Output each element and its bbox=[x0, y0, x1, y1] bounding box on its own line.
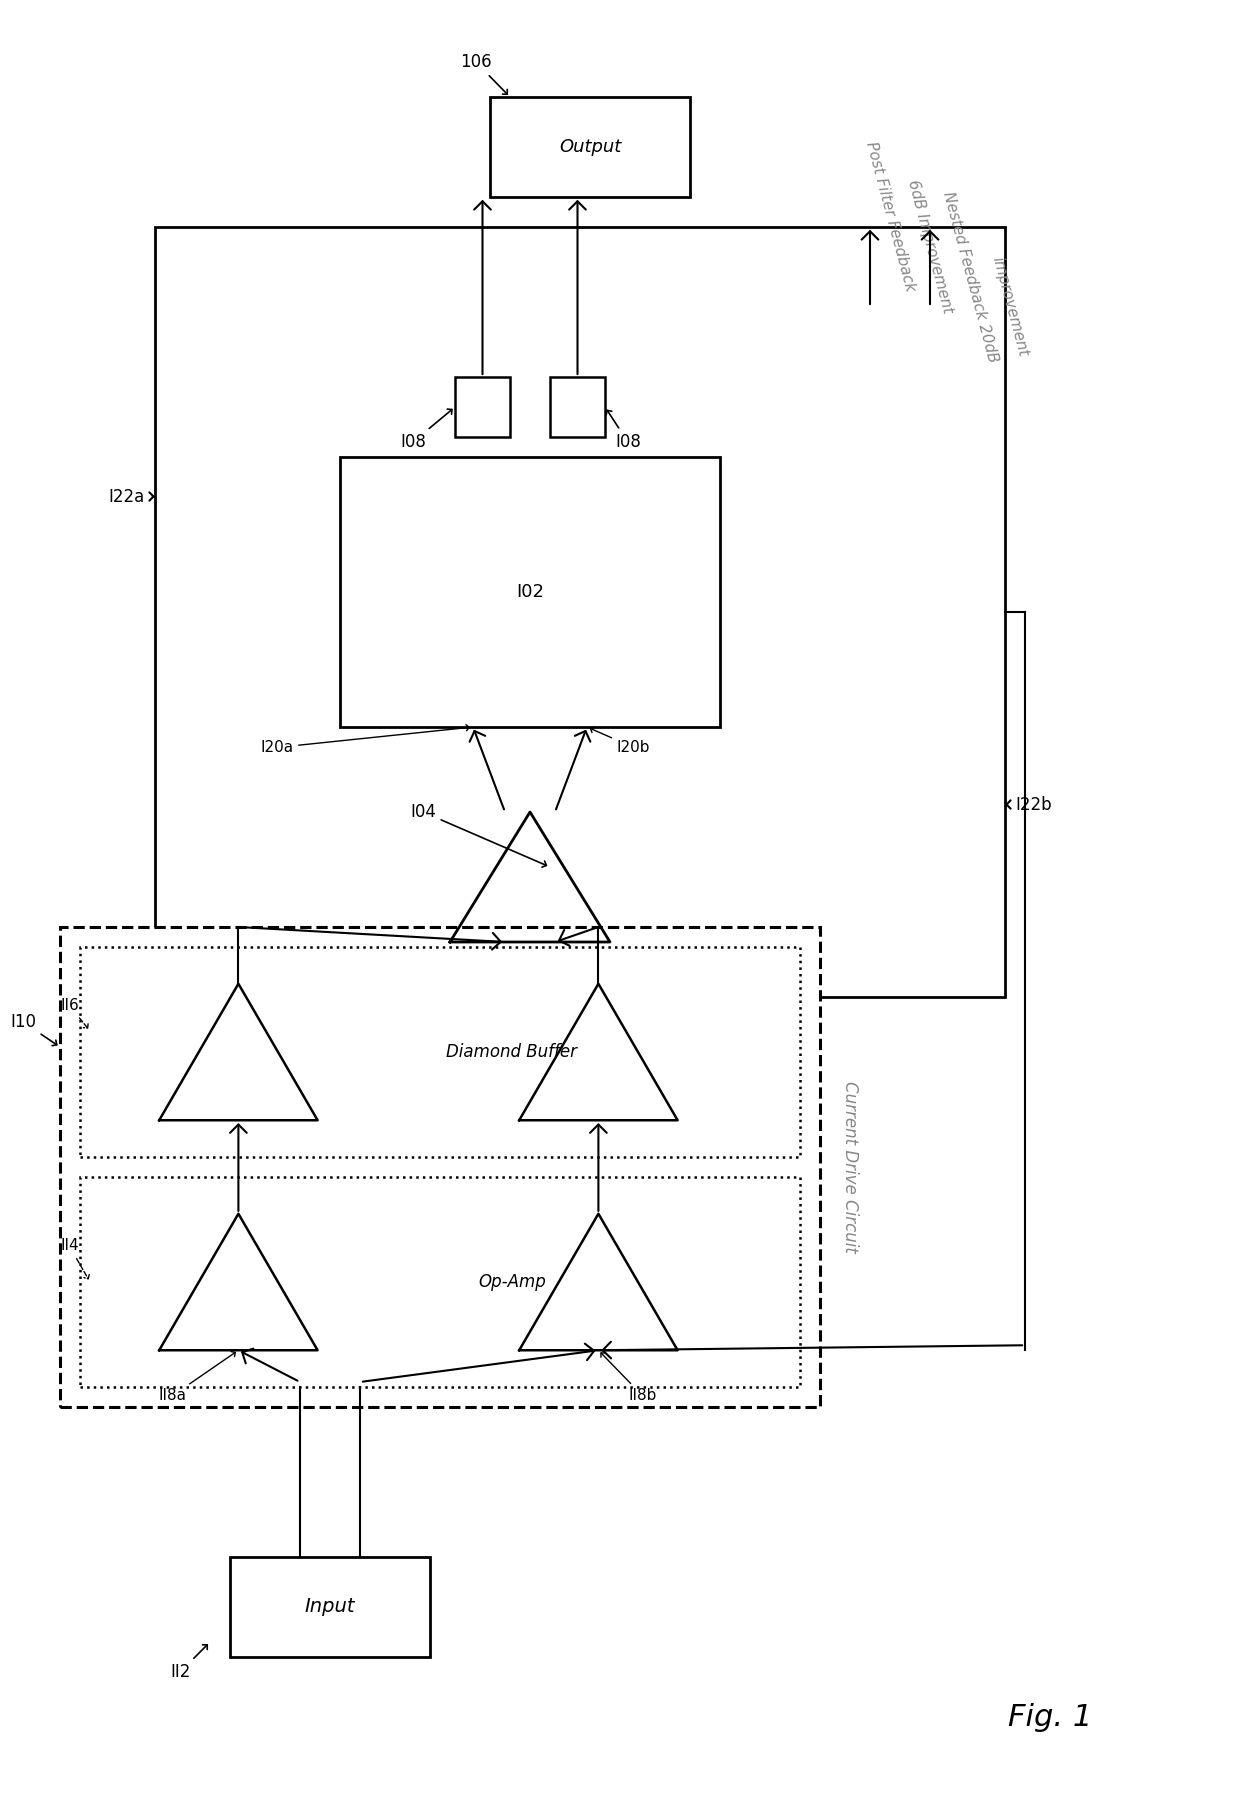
Bar bbox=[81, 947, 800, 1157]
Text: Output: Output bbox=[559, 138, 621, 156]
Text: Diamond Buffer: Diamond Buffer bbox=[446, 1042, 578, 1060]
Text: I22b: I22b bbox=[1016, 796, 1052, 814]
Text: II6: II6 bbox=[60, 997, 88, 1028]
Text: II8b: II8b bbox=[601, 1353, 657, 1403]
Text: I08: I08 bbox=[606, 410, 641, 451]
FancyBboxPatch shape bbox=[229, 1556, 430, 1657]
Text: 6dB Improvement: 6dB Improvement bbox=[905, 178, 955, 316]
FancyBboxPatch shape bbox=[455, 377, 510, 437]
Text: II2: II2 bbox=[170, 1644, 207, 1680]
FancyBboxPatch shape bbox=[490, 97, 689, 198]
FancyBboxPatch shape bbox=[551, 377, 605, 437]
Text: I20a: I20a bbox=[260, 724, 469, 755]
Text: II4: II4 bbox=[60, 1238, 89, 1279]
Text: I22a: I22a bbox=[109, 487, 145, 505]
Text: Nested Feedback 20dB: Nested Feedback 20dB bbox=[940, 190, 1001, 365]
Text: Current Drive Circuit: Current Drive Circuit bbox=[841, 1082, 859, 1253]
Text: Fig. 1: Fig. 1 bbox=[1008, 1702, 1092, 1732]
Text: I20b: I20b bbox=[590, 728, 651, 755]
Text: I08: I08 bbox=[401, 410, 451, 451]
Text: Input: Input bbox=[305, 1598, 355, 1617]
Text: Op-Amp: Op-Amp bbox=[479, 1272, 546, 1290]
Text: I04: I04 bbox=[410, 803, 547, 868]
Text: II8a: II8a bbox=[159, 1351, 236, 1403]
Text: I10: I10 bbox=[10, 1014, 57, 1046]
Text: improvement: improvement bbox=[990, 255, 1030, 359]
Bar bbox=[60, 927, 820, 1407]
FancyBboxPatch shape bbox=[340, 456, 720, 728]
FancyBboxPatch shape bbox=[155, 226, 1004, 997]
Bar bbox=[81, 1177, 800, 1387]
Text: I02: I02 bbox=[516, 582, 544, 600]
Text: 106: 106 bbox=[460, 52, 507, 93]
Text: Post Filter Feedback: Post Filter Feedback bbox=[863, 140, 918, 293]
